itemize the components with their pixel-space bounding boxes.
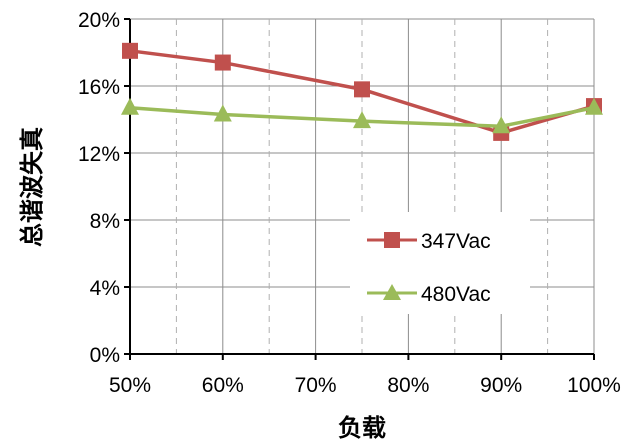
data-point-347vac — [354, 81, 370, 98]
legend-entry-480vac: 480Vac — [367, 283, 491, 306]
x-tick-label: 50% — [109, 374, 151, 397]
data-point-347vac — [214, 54, 231, 71]
legend-label-480vac: 480Vac — [421, 283, 491, 306]
y-tick-label: 0% — [90, 344, 120, 367]
legend-marker-480vac — [383, 284, 401, 300]
y-tick-labels: 0% 4% 8% 12% 16% 20% — [78, 9, 120, 367]
x-tick-label: 80% — [387, 374, 429, 397]
legend-box — [350, 212, 530, 314]
legend-label-347vac: 347Vac — [421, 230, 491, 253]
series — [121, 42, 603, 141]
y-tick-label: 20% — [78, 9, 120, 32]
x-tick-label: 100% — [567, 374, 621, 397]
y-tick-label: 8% — [90, 210, 120, 233]
x-tick-label: 90% — [480, 374, 522, 397]
axes — [129, 19, 594, 355]
x-tick-labels: 50% 60% 70% 80% 90% 100% — [109, 374, 621, 397]
data-point-480vac — [213, 104, 232, 122]
legend-marker-347vac — [384, 232, 400, 248]
data-point-480vac — [353, 111, 371, 129]
x-tick-label: 70% — [295, 374, 337, 397]
legend: 347Vac 480Vac — [350, 212, 530, 314]
x-tick-label: 60% — [202, 374, 244, 397]
y-tick-label: 4% — [90, 277, 120, 300]
y-tick-label: 16% — [78, 76, 120, 99]
legend-entry-347vac: 347Vac — [367, 230, 491, 253]
x-axis-title: 负载 — [338, 414, 386, 442]
data-point-480vac — [585, 97, 603, 115]
data-point-480vac — [121, 97, 139, 115]
data-point-347vac — [122, 42, 138, 59]
y-axis-title: 总谐波失真 — [18, 127, 46, 247]
y-tick-label: 12% — [78, 143, 120, 166]
data-point-480vac — [492, 116, 511, 134]
